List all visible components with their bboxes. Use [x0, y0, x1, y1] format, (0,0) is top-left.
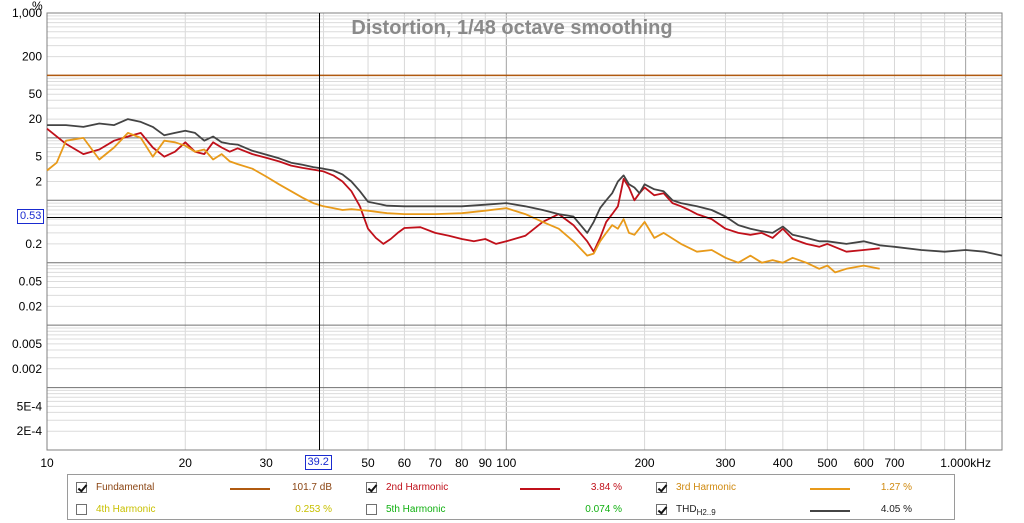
y-tick-label: 1,000 [12, 6, 42, 20]
4th-harmonic-label: 4th Harmonic [96, 504, 156, 515]
2nd-harmonic-swatch [520, 488, 560, 490]
thd-label: THDH2..9 [676, 504, 716, 517]
cursor-y-readout[interactable]: 0.53 [17, 209, 45, 225]
thd-label-main: THD [676, 504, 697, 515]
x-tick-label: 20 [179, 456, 193, 470]
3rd-harmonic-value: 1.27 % [880, 482, 912, 493]
thd-swatch [810, 510, 850, 512]
x-tick-label: 700 [884, 456, 904, 470]
x-tick-label: 70 [428, 456, 442, 470]
fundamental-label: Fundamental [96, 482, 155, 493]
legend-panel: Fundamental 101.7 dB 2nd Harmonic 3.84 %… [67, 474, 955, 520]
fundamental-checkbox[interactable] [76, 482, 87, 493]
4th-harmonic-checkbox[interactable] [76, 504, 87, 515]
series-lines [46, 74, 1003, 274]
x-tick-label: 400 [773, 456, 793, 470]
y-tick-labels: 1,000 200 50 20 5 2 0.2 0.05 0.02 0.005 0.002 5E-4 2… [12, 6, 42, 438]
x-tick-label: 500 [817, 456, 837, 470]
x-tick-label: 30 [259, 456, 273, 470]
y-tick-label: 5E-4 [17, 399, 43, 413]
y-tick-label: 0.002 [12, 362, 42, 376]
y-tick-label: 0.02 [19, 299, 43, 313]
fundamental-value: 101.7 dB [291, 482, 332, 493]
series-line-thd [47, 118, 1003, 257]
plot-area-border [46, 12, 1003, 451]
series-line-h2 [46, 127, 880, 253]
y-tick-label: 50 [29, 87, 43, 101]
cursor-x-readout[interactable]: 39.2 [304, 455, 332, 470]
thd-value: 4.05 % [880, 504, 912, 515]
5th-harmonic-label: 5th Harmonic [386, 504, 446, 515]
5th-harmonic-value: 0.074 % [585, 504, 622, 515]
2nd-harmonic-value: 3.84 % [590, 482, 622, 493]
2nd-harmonic-checkbox[interactable] [366, 482, 377, 493]
thd-checkbox[interactable] [656, 504, 667, 515]
2nd-harmonic-label: 2nd Harmonic [386, 482, 449, 493]
y-tick-label: 20 [29, 112, 43, 126]
y-tick-label: 0.2 [25, 237, 42, 251]
x-tick-label: 80 [455, 456, 469, 470]
4th-harmonic-value: 0.253 % [295, 504, 332, 515]
x-tick-label: 100 [496, 456, 516, 470]
x-tick-label: 1.000kHz [940, 456, 991, 470]
x-tick-label: 50 [361, 456, 375, 470]
x-tick-labels: 10 20 30 50 60 70 80 90 100 200 300 400 500 600 700 1.0… [40, 456, 991, 470]
grid [46, 12, 1002, 451]
series-line-h3 [46, 132, 880, 274]
x-tick-label: 300 [715, 456, 735, 470]
thd-label-sub: H2..9 [696, 508, 716, 517]
3rd-harmonic-label: 3rd Harmonic [676, 482, 737, 493]
x-tick-label: 600 [854, 456, 874, 470]
y-tick-label: 2 [35, 174, 42, 188]
5th-harmonic-checkbox[interactable] [366, 504, 377, 515]
x-tick-label: 60 [398, 456, 412, 470]
y-tick-label: 2E-4 [17, 424, 43, 438]
y-tick-label: 5 [35, 150, 42, 164]
distortion-chart: % Distortion, 1/48 octave smoothing 1,00… [12, 0, 1003, 470]
fundamental-swatch [230, 488, 270, 490]
y-tick-label: 0.005 [12, 337, 42, 351]
x-tick-label: 10 [40, 456, 54, 470]
y-tick-label: 0.05 [19, 275, 43, 289]
3rd-harmonic-checkbox[interactable] [656, 482, 667, 493]
x-tick-label: 90 [479, 456, 493, 470]
3rd-harmonic-swatch [810, 488, 850, 490]
y-unit-label: % [32, 0, 43, 13]
chart-title: Distortion, 1/48 octave smoothing [351, 17, 672, 39]
x-tick-label: 200 [635, 456, 655, 470]
y-tick-label: 200 [22, 50, 42, 64]
